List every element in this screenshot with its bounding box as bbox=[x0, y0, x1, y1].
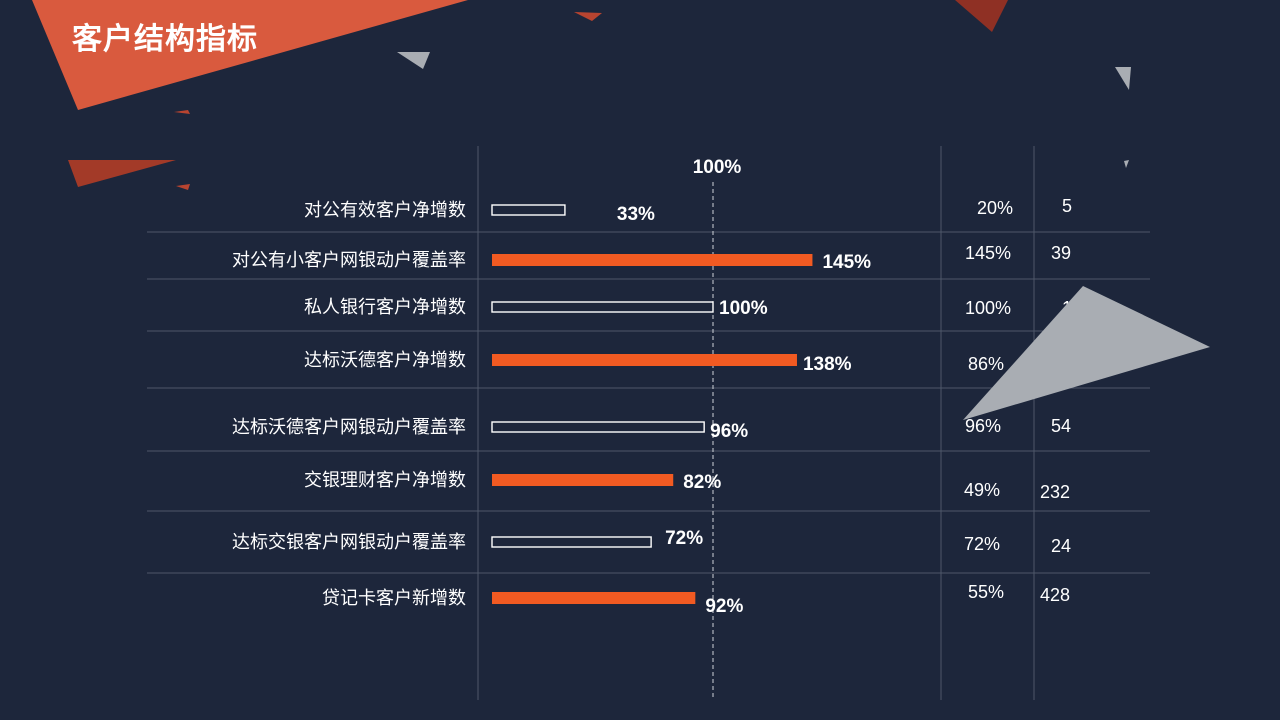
column3-value: 1 bbox=[1062, 298, 1072, 318]
column2-value: 72% bbox=[964, 534, 1000, 554]
column3-value: 5 bbox=[1062, 196, 1072, 216]
bar-value-label: 100% bbox=[719, 298, 768, 319]
bar bbox=[492, 592, 696, 604]
deco-triangle-red-left bbox=[68, 160, 176, 187]
title-banner-shape bbox=[32, 0, 468, 110]
category-label: 达标沃德客户净增数 bbox=[304, 350, 466, 371]
bar bbox=[491, 204, 566, 216]
category-label: 对公有小客户网银动户覆盖率 bbox=[232, 250, 466, 271]
category-label: 达标交银客户网银动户覆盖率 bbox=[232, 532, 466, 553]
deco-triangle-red-tiny bbox=[174, 110, 190, 114]
category-label: 达标沃德客户网银动户覆盖率 bbox=[232, 417, 466, 438]
column2-value: 55% bbox=[968, 582, 1004, 602]
bar-value-label: 138% bbox=[803, 354, 852, 375]
deco-triangle-grey-right bbox=[1115, 67, 1131, 90]
deco-triangle-red-top bbox=[955, 0, 1008, 32]
bar bbox=[491, 536, 652, 548]
column3-value: 428 bbox=[1040, 585, 1070, 605]
category-label: 贷记卡客户新增数 bbox=[322, 588, 466, 609]
column2-value: 86% bbox=[968, 354, 1004, 374]
category-label: 对公有效客户净增数 bbox=[304, 200, 466, 221]
column2-value: 20% bbox=[977, 198, 1013, 218]
column2-value: 145% bbox=[965, 243, 1011, 263]
deco-triangle-red-small bbox=[574, 12, 602, 21]
column2-value: 49% bbox=[964, 480, 1000, 500]
reference-line-label: 100% bbox=[693, 157, 742, 178]
bar bbox=[492, 474, 674, 486]
deco-triangle-grey-tiny bbox=[1124, 160, 1129, 168]
category-label: 交银理财客户净增数 bbox=[304, 470, 466, 491]
column2-value: 100% bbox=[965, 298, 1011, 318]
column2-value: 96% bbox=[965, 416, 1001, 436]
bar bbox=[492, 354, 797, 366]
bar bbox=[491, 301, 714, 313]
page-title: 客户结构指标 bbox=[72, 22, 258, 57]
bar bbox=[492, 254, 813, 266]
deco-triangle-red-tiny2 bbox=[176, 184, 190, 190]
bar bbox=[491, 421, 705, 433]
bar-value-label: 145% bbox=[822, 252, 871, 273]
category-label: 私人银行客户净增数 bbox=[304, 297, 466, 318]
bar-value-label: 92% bbox=[705, 596, 743, 617]
column3-value: 232 bbox=[1040, 482, 1070, 502]
column3-value: 24 bbox=[1051, 536, 1071, 556]
bar-value-label: 72% bbox=[665, 528, 703, 549]
bar-value-label: 82% bbox=[683, 472, 721, 493]
deco-triangle-grey-small bbox=[397, 52, 430, 69]
column3-value: 21 bbox=[1051, 352, 1071, 372]
column3-value: 54 bbox=[1051, 416, 1071, 436]
column3-value: 39 bbox=[1051, 243, 1071, 263]
bar-value-label: 96% bbox=[710, 421, 748, 442]
bar-value-label: 33% bbox=[617, 204, 655, 225]
